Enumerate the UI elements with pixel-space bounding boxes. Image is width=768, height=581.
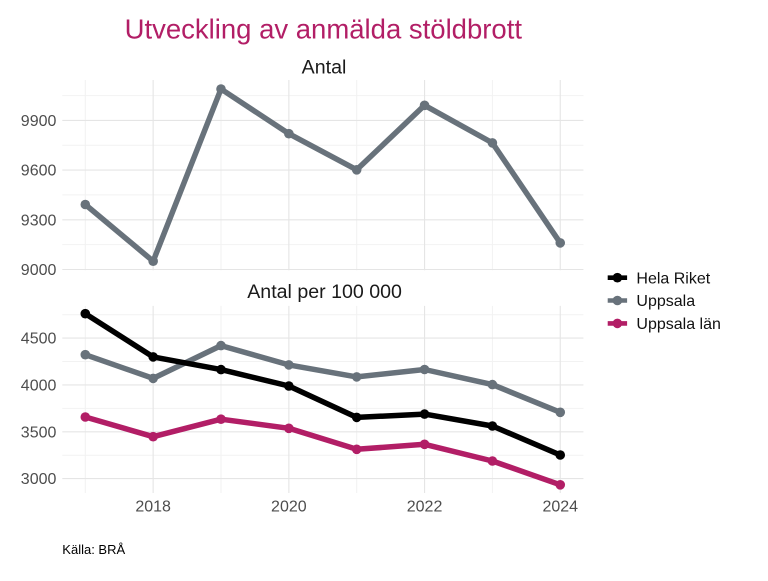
svg-text:9000: 9000	[21, 262, 57, 279]
svg-text:Antal per 100 000: Antal per 100 000	[247, 281, 402, 303]
svg-text:9600: 9600	[21, 163, 57, 180]
svg-text:2024: 2024	[542, 499, 578, 516]
svg-text:3500: 3500	[21, 424, 57, 441]
svg-text:9900: 9900	[21, 113, 57, 130]
svg-text:9300: 9300	[21, 212, 57, 229]
svg-text:Uppsala: Uppsala	[636, 293, 695, 310]
svg-text:2018: 2018	[135, 499, 171, 516]
svg-text:Antal: Antal	[302, 56, 347, 78]
svg-text:Uppsala län: Uppsala län	[636, 316, 721, 333]
svg-text:Hela Riket: Hela Riket	[636, 270, 710, 287]
svg-text:Källa: BRÅ: Källa: BRÅ	[62, 542, 125, 557]
svg-text:Utveckling av anmälda stöldbro: Utveckling av anmälda stöldbrott	[125, 14, 523, 45]
svg-text:4500: 4500	[21, 331, 57, 348]
svg-text:2020: 2020	[271, 499, 307, 516]
svg-text:2022: 2022	[407, 499, 443, 516]
svg-text:4000: 4000	[21, 377, 57, 394]
svg-text:3000: 3000	[21, 471, 57, 488]
